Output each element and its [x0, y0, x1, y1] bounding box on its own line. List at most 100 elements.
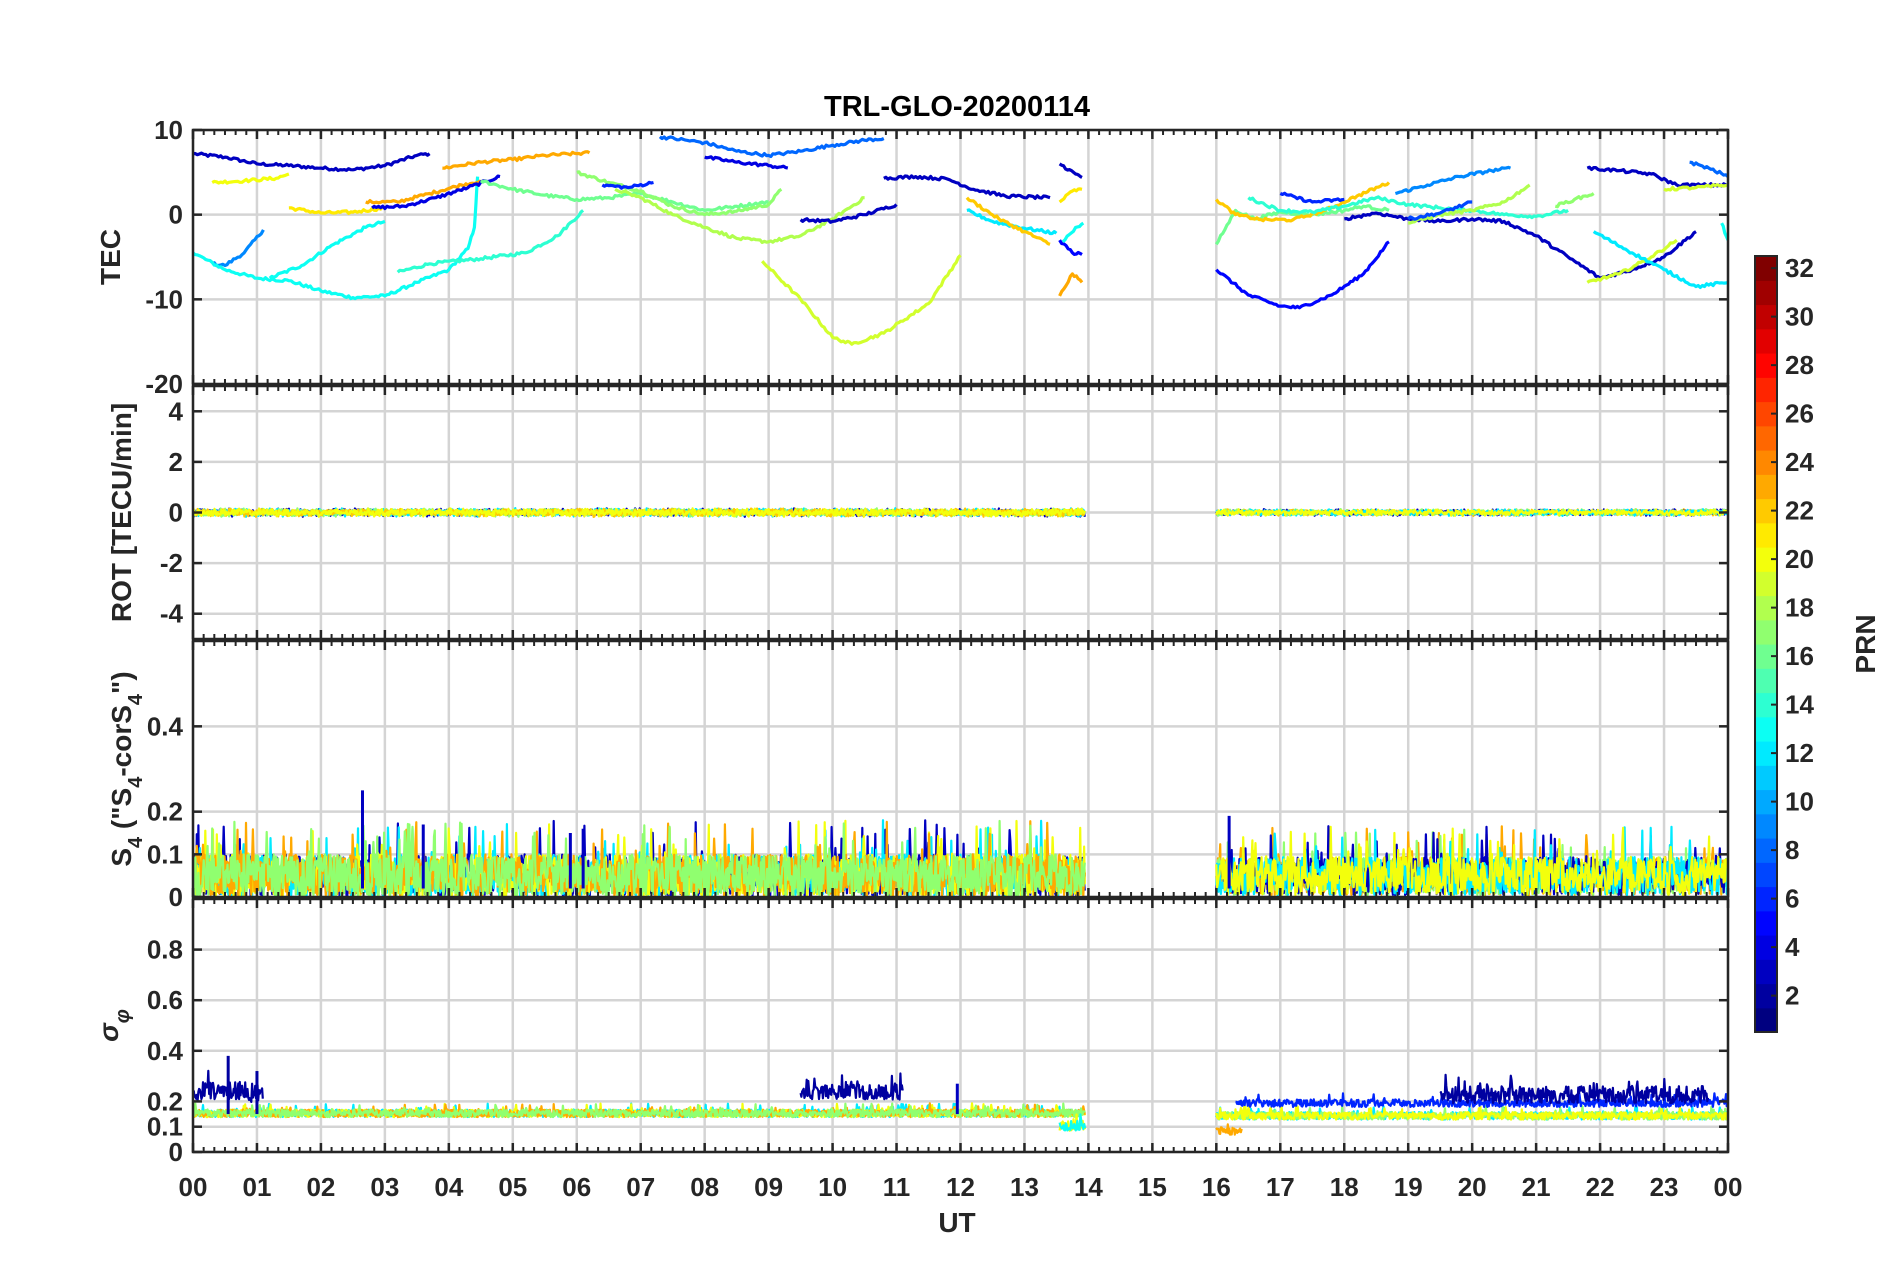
x-tick-label: 04 [434, 1172, 463, 1202]
x-tick-label: 22 [1586, 1172, 1615, 1202]
x-tick-label: 13 [1010, 1172, 1039, 1202]
colorbar-label: PRN [1850, 614, 1881, 673]
x-tick-label: 03 [370, 1172, 399, 1202]
tec-series-prn-21 [1058, 187, 1083, 204]
y-tick-label: 0 [169, 882, 183, 912]
colorbar-tick-label: 26 [1785, 399, 1814, 429]
colorbar-swatch [1755, 256, 1777, 281]
chart-title: TRL-GLO-20200114 [824, 91, 1090, 123]
tec-series-prn-19 [1663, 183, 1728, 192]
tec-series-prn-8 [658, 135, 885, 159]
label-subscript: 4 [125, 836, 147, 848]
noise-series [799, 1072, 904, 1101]
x-tick-label: 00 [179, 1172, 208, 1202]
x-tick-label: 02 [306, 1172, 335, 1202]
colorbar-tick-label: 18 [1785, 593, 1814, 623]
y-tick-label: 0.6 [147, 985, 183, 1015]
colorbar-box [1754, 255, 1778, 1033]
colorbar-swatch [1755, 304, 1777, 330]
colorbar-swatch [1755, 983, 1777, 1009]
colorbar-swatch [1755, 353, 1777, 378]
y-axis-label: S4 ("S4-corS4") [106, 671, 147, 866]
x-tick-label: 07 [626, 1172, 655, 1202]
y-axis-label: ROT [TECU/min] [106, 403, 137, 622]
colorbar-swatch [1755, 571, 1777, 597]
axes-box [191, 128, 1730, 386]
y-tick-label: -2 [160, 548, 183, 578]
colorbar-tick-label: 8 [1785, 835, 1799, 865]
tec-series-prn-16 [479, 179, 769, 212]
colorbar-swatch [1755, 886, 1777, 912]
tec-series-prn-20 [211, 172, 290, 185]
tec-series-prn-3 [1058, 162, 1083, 179]
y-tick-label: 0.2 [147, 1086, 183, 1116]
x-tick-label: 01 [242, 1172, 271, 1202]
tec-series-prn-14 [1247, 195, 1569, 220]
tec-series-prn-21 [288, 205, 386, 215]
tec-series-prn-13 [1061, 221, 1085, 243]
noise-series [1215, 508, 1728, 517]
tec-series-prn-6 [1279, 191, 1345, 204]
noise-series [193, 507, 1086, 518]
colorbar-swatch [1755, 862, 1777, 888]
colorbar-swatch [1755, 619, 1777, 645]
tec-series-prn-5 [1058, 239, 1083, 256]
y-tick-label: -20 [145, 369, 183, 399]
y-axis-label: TEC [95, 229, 126, 285]
tec-series-prn-18 [1408, 183, 1531, 225]
colorbar-swatch [1755, 498, 1777, 524]
x-tick-label: 10 [818, 1172, 847, 1202]
tec-series-prn-22 [1214, 181, 1391, 223]
colorbar-swatch [1755, 425, 1777, 451]
axes-box [191, 897, 1730, 1154]
colorbar-tick-label: 22 [1785, 496, 1814, 526]
y-tick-label: 4 [169, 396, 184, 426]
x-tick-label: 06 [562, 1172, 591, 1202]
tec-series-prn-22 [965, 196, 1051, 246]
colorbar-tick-label: 12 [1785, 738, 1814, 768]
x-axis-label: UT [938, 1207, 975, 1238]
tec-series-prn-9 [1394, 165, 1512, 196]
colorbar-swatch [1755, 692, 1777, 718]
tec-series-prn-17 [576, 170, 783, 217]
axes-box [191, 384, 1730, 641]
label-part: ("S [106, 788, 137, 837]
colorbar-swatch [1755, 377, 1777, 403]
tec-series-prn-3 [193, 151, 431, 173]
colorbar-tick-label: 6 [1785, 884, 1799, 914]
noise-series [1215, 1123, 1243, 1136]
colorbar-swatch [1755, 595, 1777, 621]
x-tick-label: 12 [946, 1172, 975, 1202]
label-subscript: φ [112, 1009, 134, 1023]
colorbar-swatch [1755, 716, 1777, 742]
panel-tec: 10 0 -10 -20 TEC [95, 115, 1730, 399]
label-part: ") [106, 671, 137, 694]
x-tick-labels: 00 01 02 03 04 05 06 07 08 09 10 11 12 13 14 15 16 17 18 19… [179, 1172, 1743, 1202]
colorbar-swatch [1755, 910, 1777, 936]
tec-series-prn-7 [1407, 200, 1473, 221]
colorbar-tick-label: 14 [1785, 690, 1814, 720]
tec-series-prn-3 [1586, 165, 1728, 189]
colorbar-swatch [1755, 474, 1777, 500]
colorbar-swatch [1755, 765, 1777, 791]
label-subscript: 4 [125, 776, 147, 788]
tec-series-prn-8 [1689, 160, 1728, 178]
tec-series-prn-3 [799, 203, 898, 224]
series-group [193, 507, 1728, 518]
x-tick-label: 19 [1394, 1172, 1423, 1202]
y-tick-label: -10 [145, 284, 183, 314]
colorbar-swatch [1755, 741, 1777, 766]
tec-series-prn-5 [1215, 240, 1390, 310]
y-tick-label: 0.4 [147, 711, 184, 741]
colorbar-swatch [1755, 789, 1777, 815]
y-tick-label: 0 [169, 200, 183, 230]
y-tick-label: 0.1 [147, 1112, 183, 1142]
tec-series-prn-13 [268, 219, 386, 280]
colorbar-tick-label: 20 [1785, 544, 1814, 574]
colorbar-tick-label: 10 [1785, 787, 1814, 817]
label-part: σ [93, 1022, 124, 1042]
noise-series [1439, 1073, 1710, 1105]
